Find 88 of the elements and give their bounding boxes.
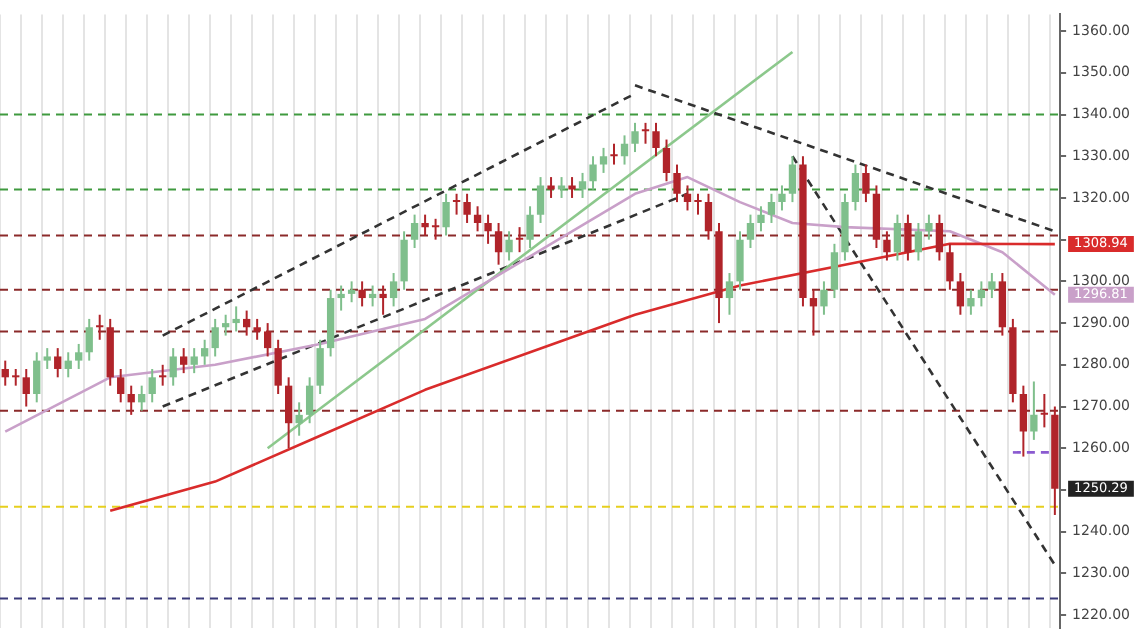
candlestick <box>284 376 293 450</box>
candlestick <box>211 317 219 358</box>
candlestick <box>536 176 545 224</box>
candlestick <box>242 309 251 337</box>
candlestick <box>452 192 461 216</box>
candlestick <box>33 351 41 404</box>
candlestick <box>568 176 576 199</box>
candlestick <box>484 213 492 245</box>
candlestick <box>589 155 597 191</box>
candlestick <box>305 376 314 425</box>
candlestick <box>977 280 986 308</box>
candlestick <box>1030 380 1038 441</box>
candlestick <box>96 313 104 341</box>
candlestick <box>788 155 797 204</box>
candlestick <box>578 171 587 199</box>
candlestick <box>505 230 513 262</box>
candlestick <box>159 363 167 387</box>
candlestick <box>274 338 282 395</box>
candlestick <box>379 284 387 316</box>
candlestick <box>85 317 93 362</box>
candlestick <box>473 205 482 233</box>
candlestick <box>736 230 744 291</box>
candlestick <box>22 367 30 408</box>
candlestick <box>75 342 83 370</box>
candlestick <box>998 272 1007 337</box>
candlestick <box>851 163 860 212</box>
candlestick <box>43 347 51 370</box>
candlestick <box>1040 393 1049 429</box>
candlestick <box>169 347 177 387</box>
candlestick <box>180 347 188 375</box>
candlestick <box>872 184 881 249</box>
candlestick <box>599 146 608 174</box>
candlestick <box>54 347 62 379</box>
candlestick <box>368 284 377 308</box>
candlestick <box>221 313 230 337</box>
candlestick <box>515 226 524 254</box>
candlestick <box>631 121 639 154</box>
candlestick <box>547 176 555 199</box>
candlestick <box>295 401 303 437</box>
candlestick <box>641 121 650 145</box>
candlestick <box>232 305 240 333</box>
candlestick <box>64 351 72 379</box>
candlestick <box>190 347 198 375</box>
candlestick <box>526 205 534 249</box>
candlestick <box>862 163 870 204</box>
candlestick <box>652 121 660 158</box>
candlestick <box>410 213 419 249</box>
candlestick <box>148 367 156 404</box>
candlestick <box>442 192 450 237</box>
candlestick <box>662 138 671 183</box>
candlestick <box>463 192 471 224</box>
candlestick <box>904 213 912 262</box>
candlestick <box>347 280 356 304</box>
candlestick <box>956 272 965 316</box>
candlestick <box>400 230 408 291</box>
candlestick <box>673 163 681 204</box>
candlestick <box>946 242 954 291</box>
candlestick <box>893 213 902 262</box>
candlestick <box>935 213 944 262</box>
candlestick <box>316 338 324 395</box>
candlestick <box>725 272 734 316</box>
candlestick <box>494 221 503 266</box>
candlestick <box>557 176 566 199</box>
candlestick <box>201 338 209 366</box>
candlestick <box>967 288 975 316</box>
candlestick <box>746 213 755 249</box>
candlestick <box>610 142 618 166</box>
candlestick <box>358 280 366 308</box>
candlestick <box>620 134 629 166</box>
candlestick <box>263 322 272 358</box>
candlestick <box>253 317 261 341</box>
candlestick <box>778 184 786 212</box>
candlestick <box>820 280 828 316</box>
candlestick <box>757 205 765 233</box>
candlestick <box>127 384 135 416</box>
candlestick <box>830 242 839 300</box>
candlestick <box>1019 384 1028 458</box>
candlestick <box>914 221 923 262</box>
candlestick <box>883 230 891 262</box>
candlestick <box>988 272 996 300</box>
candlestick <box>117 367 125 404</box>
candlestick <box>925 213 933 241</box>
candlestick <box>767 192 776 224</box>
candlestick <box>138 384 146 412</box>
candlestick <box>337 284 345 312</box>
candlestick <box>809 288 818 337</box>
candlestick <box>704 192 713 241</box>
candlestick <box>389 272 398 308</box>
